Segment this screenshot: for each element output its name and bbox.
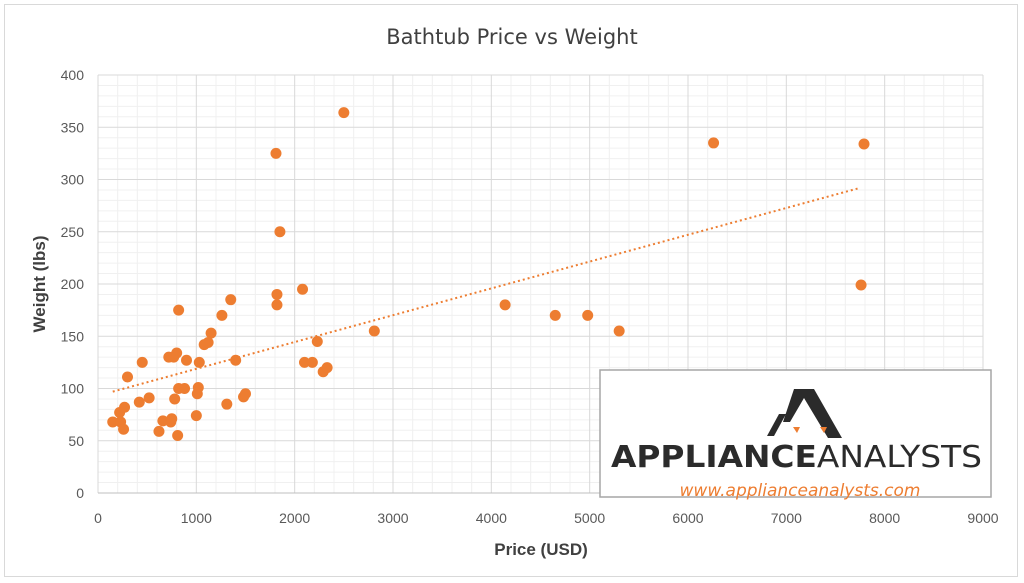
logo-accent-right <box>820 427 827 433</box>
data-point <box>499 299 511 311</box>
data-point <box>306 356 318 368</box>
data-point <box>133 396 145 408</box>
data-point <box>321 362 333 374</box>
logo-accent-left <box>793 427 800 433</box>
data-point <box>708 137 720 149</box>
data-point <box>297 283 309 295</box>
data-point <box>119 401 131 413</box>
data-point <box>181 354 192 366</box>
data-point <box>338 107 350 119</box>
data-point <box>299 356 310 368</box>
data-point <box>192 381 204 393</box>
data-point <box>190 410 202 422</box>
x-tick-labels: 0 1000 2000 3000 4000 5000 6000 7000 8000 9000 <box>94 510 999 526</box>
y-tick-label: 100 <box>61 381 85 397</box>
logo-box: APPLIANCE ANALYSTS www.applianceanalysts.… <box>599 369 992 501</box>
data-point <box>582 309 594 321</box>
data-point <box>171 347 183 359</box>
data-point <box>216 309 228 321</box>
logo-wordmark: APPLIANCE ANALYSTS <box>611 440 982 475</box>
x-tick-label: 1000 <box>181 510 212 526</box>
data-point <box>855 279 867 291</box>
data-point <box>270 147 282 159</box>
x-tick-label: 9000 <box>967 510 998 526</box>
data-point <box>240 388 251 400</box>
data-point <box>205 327 217 339</box>
chart-title: Bathtub Price vs Weight <box>386 25 637 49</box>
logo-roof-leg <box>767 414 786 436</box>
y-tick-labels: 0 50 100 150 200 250 300 350 400 <box>61 67 85 501</box>
data-point <box>271 299 283 311</box>
y-tick-label: 150 <box>61 328 85 344</box>
data-point <box>153 425 165 437</box>
data-point <box>221 398 233 410</box>
logo-url: www.applianceanalysts.com <box>680 481 921 501</box>
data-points <box>107 107 870 442</box>
data-point <box>202 337 214 349</box>
x-tick-label: 7000 <box>771 510 802 526</box>
data-point <box>136 356 148 368</box>
trendline <box>112 186 861 393</box>
y-tick-label: 250 <box>61 224 85 240</box>
data-point <box>173 304 185 316</box>
data-point <box>230 354 242 366</box>
x-tick-label: 3000 <box>377 510 408 526</box>
data-point <box>143 392 155 404</box>
x-axis-label: Price (USD) <box>494 540 588 559</box>
data-point <box>193 356 205 368</box>
data-point <box>179 383 191 394</box>
y-tick-label: 400 <box>61 67 85 83</box>
x-tick-label: 8000 <box>869 510 900 526</box>
x-tick-label: 6000 <box>672 510 703 526</box>
x-tick-label: 4000 <box>476 510 507 526</box>
logo-text-bold: APPLIANCE <box>611 440 817 475</box>
y-tick-label: 300 <box>61 172 85 188</box>
data-point <box>172 430 184 442</box>
data-point <box>225 294 237 306</box>
x-tick-label: 5000 <box>574 510 605 526</box>
data-point <box>613 325 625 337</box>
x-tick-label: 0 <box>94 510 102 526</box>
data-point <box>107 416 119 428</box>
logo-roof-shape <box>783 389 842 438</box>
logo-text-light: ANALYSTS <box>817 440 982 475</box>
y-axis-label: Weight (lbs) <box>30 236 49 333</box>
y-tick-label: 0 <box>76 485 84 501</box>
data-point <box>368 325 380 337</box>
grid <box>97 74 984 494</box>
data-point <box>311 335 323 347</box>
data-point <box>858 138 870 150</box>
x-tick-label: 2000 <box>279 510 310 526</box>
data-point <box>271 288 283 300</box>
data-point <box>122 371 133 383</box>
logo-icon <box>767 389 842 438</box>
y-tick-label: 50 <box>68 433 84 449</box>
y-tick-label: 350 <box>61 119 85 135</box>
data-point <box>166 413 178 425</box>
data-point <box>274 226 286 238</box>
data-point <box>549 309 561 321</box>
data-point <box>169 393 181 405</box>
data-point <box>118 423 130 435</box>
y-tick-label: 200 <box>61 276 85 292</box>
